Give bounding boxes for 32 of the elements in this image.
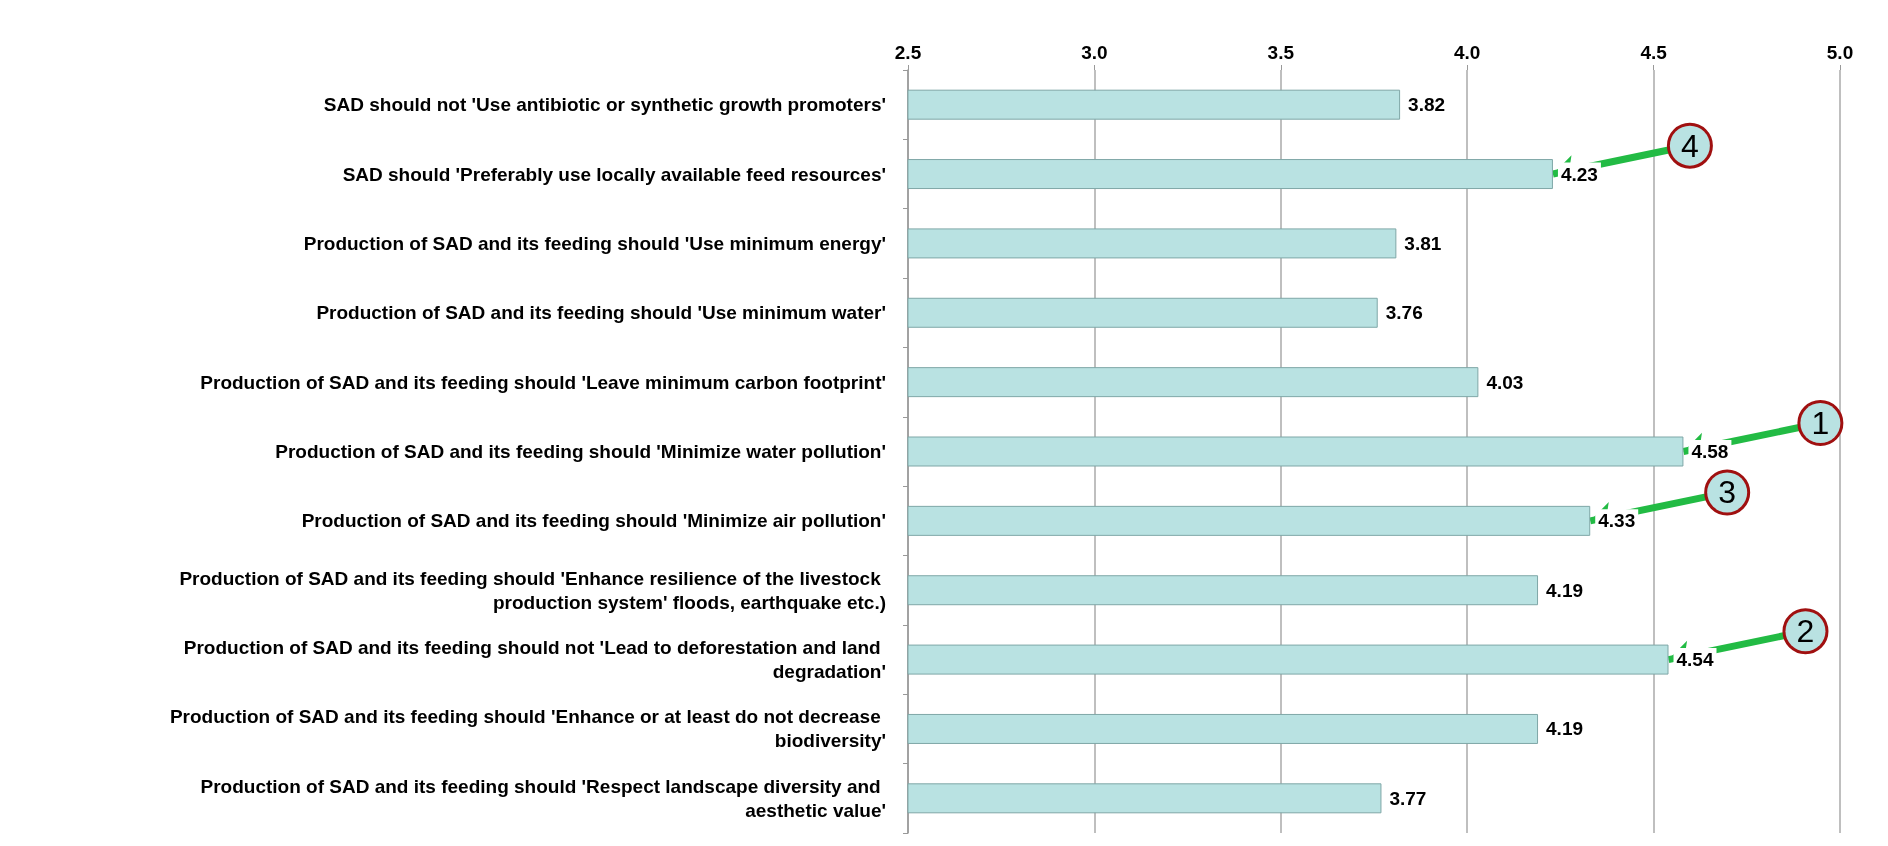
y-tick-label: Production of SAD and its feeding should 'Enhance or at least do not decrease biodiversity' bbox=[169, 706, 886, 752]
data-label: 3.77 bbox=[1389, 787, 1427, 809]
x-tick-label: 4.0 bbox=[1453, 42, 1481, 63]
annotation: 4 bbox=[1681, 127, 1699, 164]
data-label: 3.81 bbox=[1404, 232, 1442, 254]
y-tick-label: SAD should 'Preferably use locally available feed resources' bbox=[342, 163, 886, 185]
data-label: 3.76 bbox=[1385, 302, 1423, 324]
x-tick-label: 4.5 bbox=[1640, 42, 1668, 63]
x-tick-label: 3.5 bbox=[1267, 42, 1295, 63]
data-label: 3.82 bbox=[1408, 94, 1446, 116]
x-tick-label: 3.0 bbox=[1081, 42, 1108, 63]
data-label: 4.19 bbox=[1546, 579, 1584, 601]
y-tick-label: Production of SAD and its feeding should 'Minimize water pollution' bbox=[275, 441, 886, 462]
data-label: 4.23 bbox=[1560, 163, 1598, 185]
annotation: 3 bbox=[1718, 474, 1737, 511]
annotation: 1 bbox=[1811, 405, 1830, 442]
y-tick-label: Production of SAD and its feeding should 'Respect landscape diversity and aesthetic value' bbox=[200, 775, 886, 821]
x-tick-label: 5.0 bbox=[1826, 42, 1854, 63]
x-tick-label: 2.5 bbox=[894, 42, 922, 63]
data-label: 4.19 bbox=[1546, 718, 1584, 740]
data-label: 4.58 bbox=[1691, 441, 1729, 462]
y-tick-label: Production of SAD and its feeding should 'Leave minimum carbon footprint' bbox=[200, 371, 886, 393]
data-label: 4.33 bbox=[1598, 510, 1636, 532]
y-tick-label: SAD should not 'Use antibiotic or synthetic growth promoters' bbox=[323, 94, 886, 116]
data-label: 4.54 bbox=[1676, 649, 1714, 671]
y-tick-label: Production of SAD and its feeding should 'Use minimum energy' bbox=[303, 232, 886, 254]
y-tick-label: Production of SAD and its feeding should 'Use minimum water' bbox=[316, 302, 886, 324]
y-tick-label: Production of SAD and its feeding should not 'Lead to deforestation and land degradation' bbox=[183, 637, 886, 683]
annotation: 2 bbox=[1796, 613, 1815, 650]
data-label: 4.03 bbox=[1486, 371, 1524, 393]
y-tick-label: Production of SAD and its feeding should 'Minimize air pollution' bbox=[301, 510, 886, 532]
y-tick-label: Production of SAD and its feeding should 'Enhance resilience of the livestock production system' floods, earthquake etc.) bbox=[179, 567, 886, 613]
